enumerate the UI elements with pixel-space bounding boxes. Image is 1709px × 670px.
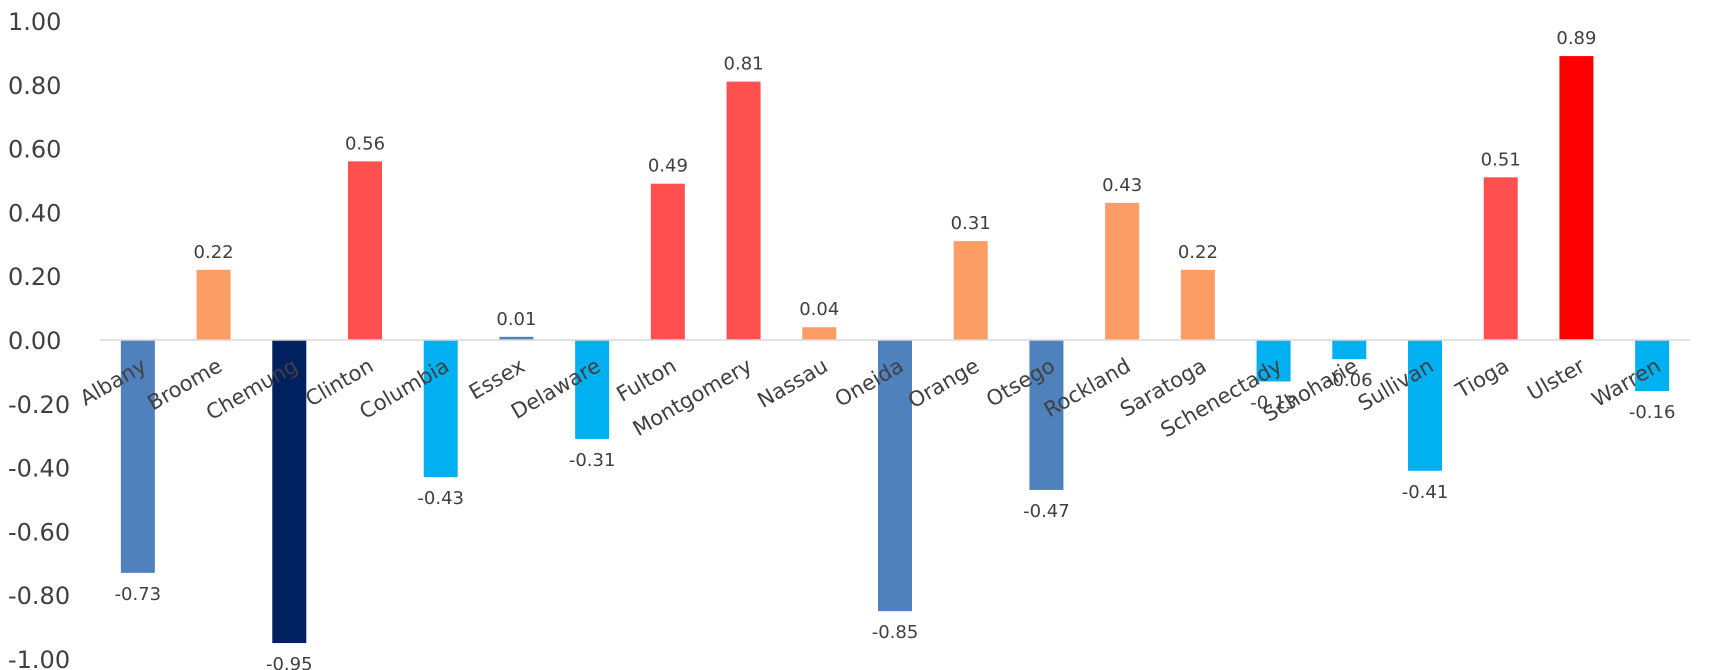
bar-albany [120,340,155,573]
category-label: Tioga [1451,354,1513,404]
bar-essex [499,336,534,340]
data-label: 0.31 [951,213,991,234]
data-label: 0.01 [496,309,536,330]
data-labels: -0.73 0.22 -0.95 0.56 -0.43 0.01 -0.31 0.49 0.81… [115,28,1676,670]
y-tick-label: 0.80 [8,72,61,100]
bar-fulton [650,183,685,340]
bar-delaware [575,340,610,439]
bar-nassau [802,327,837,340]
bar-chemung [272,340,307,644]
data-label: -0.95 [266,654,313,670]
y-tick-label: 0.20 [8,263,61,291]
data-label: -0.73 [115,584,162,605]
y-tick-label: -0.40 [8,455,70,483]
data-label: -0.47 [1023,501,1070,522]
y-tick-label: -0.80 [8,582,70,610]
y-axis-ticks: 1.00 0.80 0.60 0.40 0.20 0.00 -0.20 -0.40 -0.60 -… [8,8,70,670]
bar-ulster [1559,56,1594,341]
category-label: Ulster [1523,353,1589,405]
bar-clinton [348,161,382,340]
bar-sullivan [1408,340,1442,471]
data-label: -0.31 [569,450,616,471]
data-label: 0.89 [1556,28,1596,49]
bar-otsego [1029,340,1064,490]
data-label: 0.22 [1178,242,1218,263]
data-label: 0.22 [194,242,234,263]
data-label: 0.04 [799,299,839,320]
category-label: Nassau [753,354,831,413]
bars [120,56,1670,644]
category-label: Orange [904,354,983,414]
bar-oneida [878,340,912,612]
bar-warren [1635,340,1670,392]
data-label: 0.43 [1102,175,1142,196]
y-tick-label: -0.60 [8,518,70,546]
y-tick-label: -1.00 [8,646,70,670]
bar-broome [196,269,231,340]
data-label: -0.06 [1326,370,1373,391]
y-tick-label: 1.00 [8,8,61,36]
bar-schenectady [1256,340,1291,382]
data-label: -0.16 [1629,402,1676,423]
y-tick-label: 0.00 [8,327,61,355]
bar-rockland [1105,202,1140,340]
data-label: 0.81 [724,54,764,75]
bar-columbia [423,340,458,478]
bar-tioga [1483,177,1518,340]
data-label: 0.49 [648,156,688,177]
y-tick-label: 0.40 [8,199,61,227]
bar-schoharie [1332,340,1367,360]
bar-saratoga [1180,269,1215,340]
data-label: 0.51 [1481,149,1521,170]
y-tick-label: 0.60 [8,136,61,164]
bar-montgomery [726,81,761,341]
y-tick-label: -0.20 [8,391,70,419]
data-label: -0.13 [1250,392,1297,413]
data-label: 0.56 [345,133,385,154]
data-label: -0.41 [1402,482,1449,503]
data-label: -0.43 [417,488,464,509]
data-label: -0.85 [872,622,919,643]
bar-orange [953,241,988,340]
